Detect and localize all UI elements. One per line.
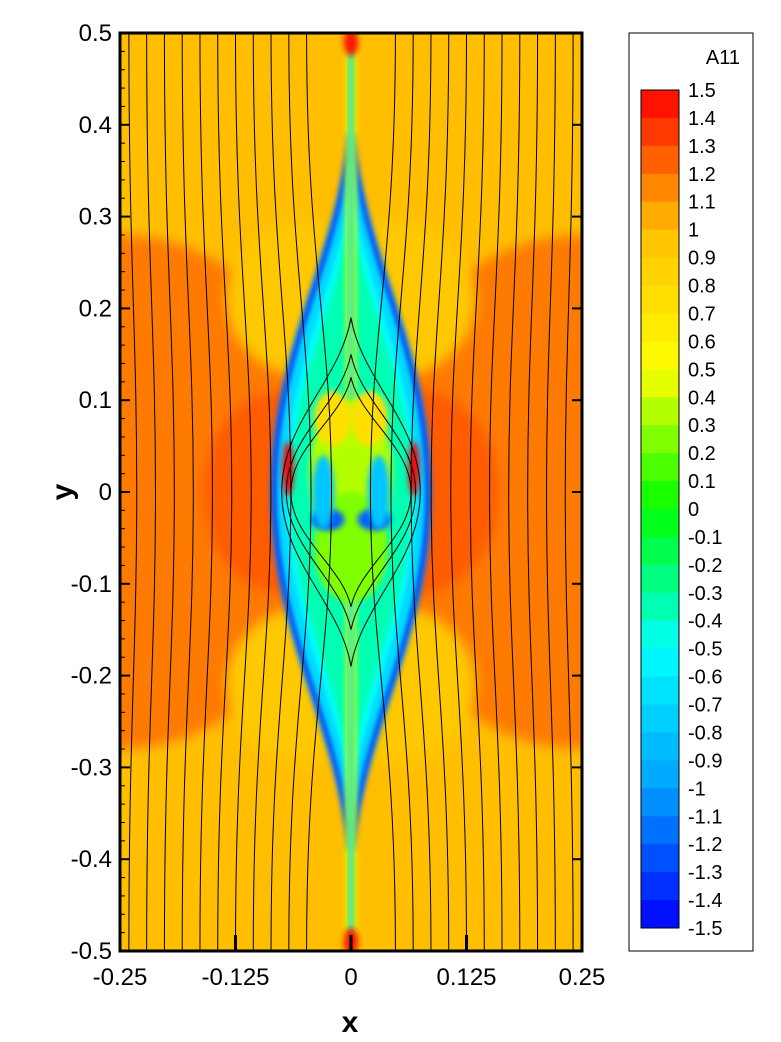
legend-label: -0.4 — [688, 611, 722, 633]
legend-label: -1.4 — [688, 890, 722, 912]
y-tick-label: 0.3 — [79, 204, 112, 231]
legend-label: 0.3 — [688, 415, 716, 437]
legend-label: 0.4 — [688, 387, 716, 409]
legend-swatch — [641, 230, 679, 258]
legend-swatch — [641, 453, 679, 481]
legend-label: 1.5 — [688, 80, 716, 102]
legend-swatch — [641, 537, 679, 565]
legend-swatch — [641, 369, 679, 397]
x-tick-label: 0.125 — [436, 964, 496, 991]
legend-label: -0.2 — [688, 555, 722, 577]
legend-swatch — [641, 872, 679, 900]
legend-swatch — [641, 593, 679, 621]
y-tick-label: -0.3 — [71, 754, 112, 781]
legend-swatch — [641, 732, 679, 760]
legend-label: -1.2 — [688, 834, 722, 856]
legend-label: -0.7 — [688, 695, 722, 717]
legend-swatch — [641, 146, 679, 174]
legend-swatch — [641, 313, 679, 341]
legend-label: 1.1 — [688, 192, 716, 214]
legend-swatch — [641, 509, 679, 537]
legend-label: -0.1 — [688, 527, 722, 549]
y-tick-label: 0.2 — [79, 295, 112, 322]
legend-swatch — [641, 760, 679, 788]
legend-swatch — [641, 286, 679, 314]
legend-label: 1.3 — [688, 136, 716, 158]
legend-swatch — [641, 649, 679, 677]
legend-label: -0.9 — [688, 750, 722, 772]
y-tick-label: -0.1 — [71, 571, 112, 598]
legend-label: -1.1 — [688, 806, 722, 828]
legend-label: 0.9 — [688, 248, 716, 270]
legend-swatch — [641, 397, 679, 425]
legend-label: -1.3 — [688, 862, 722, 884]
legend-label: -0.3 — [688, 583, 722, 605]
colorbar-legend: A11 1.5 1.4 1.3 1.2 1.1 1 0.9 0.8 0.7 0.6 0.5 0.4 0.… — [629, 33, 753, 951]
y-tick-label: -0.5 — [71, 938, 112, 965]
legend-swatches — [641, 90, 679, 929]
legend-label: 0.8 — [688, 276, 716, 298]
legend-swatch — [641, 481, 679, 509]
legend-label: 0.6 — [688, 331, 716, 353]
legend-label: 0.1 — [688, 471, 716, 493]
interior-yellow-2 — [351, 391, 388, 446]
legend-swatch — [641, 174, 679, 202]
legend-label: 1 — [688, 220, 699, 242]
y-tick-label: 0.1 — [79, 387, 112, 414]
legend-title: A11 — [706, 47, 740, 69]
legend-label: -0.5 — [688, 639, 722, 661]
y-tick-label: 0 — [99, 479, 112, 506]
legend-label: -1 — [688, 778, 706, 800]
legend-label: 1.2 — [688, 164, 716, 186]
legend-label: 0.7 — [688, 303, 716, 325]
y-tick-label: 0.4 — [79, 112, 112, 139]
legend-swatch — [641, 677, 679, 705]
legend-swatch — [641, 565, 679, 593]
legend-label: -0.6 — [688, 667, 722, 689]
legend-label: 1.4 — [688, 108, 716, 130]
legend-swatch — [641, 258, 679, 286]
legend-label: 0.5 — [688, 359, 716, 381]
legend-label: 0.2 — [688, 443, 716, 465]
x-tick-label: -0.25 — [93, 964, 148, 991]
legend-label: -1.5 — [688, 918, 722, 940]
legend-swatch — [641, 425, 679, 453]
legend-swatch — [641, 621, 679, 649]
x-tick-label: -0.125 — [201, 964, 269, 991]
x-axis-title: x — [342, 1006, 359, 1039]
legend-swatch — [641, 341, 679, 369]
legend-swatch — [641, 202, 679, 230]
y-tick-label: -0.4 — [71, 846, 112, 873]
legend-swatch — [641, 90, 679, 118]
y-axis-title: y — [46, 483, 79, 500]
legend-swatch — [641, 788, 679, 816]
legend-swatch — [641, 900, 679, 928]
y-tick-label: 0.5 — [79, 20, 112, 47]
legend-swatch — [641, 816, 679, 844]
legend-swatch — [641, 118, 679, 146]
legend-swatch — [641, 844, 679, 872]
x-tick-label: 0 — [344, 964, 357, 991]
y-tick-label: -0.2 — [71, 663, 112, 690]
legend-label: 0 — [688, 499, 699, 521]
legend-swatch — [641, 705, 679, 733]
interior-yellow-1 — [314, 391, 351, 446]
x-tick-label: 0.25 — [559, 964, 606, 991]
legend-label: -0.8 — [688, 722, 722, 744]
